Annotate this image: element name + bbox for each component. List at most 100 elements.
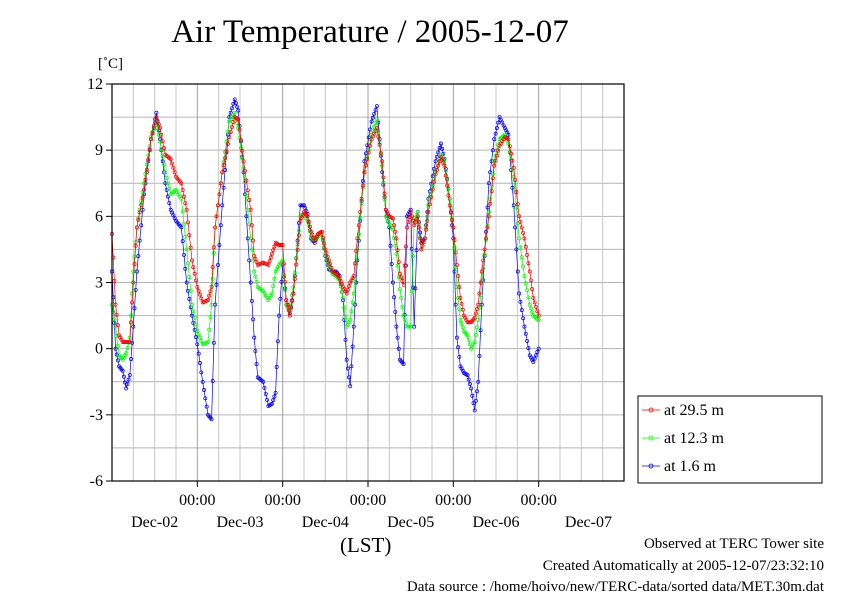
data-point bbox=[393, 229, 398, 234]
data-point bbox=[443, 168, 448, 173]
data-point bbox=[198, 335, 202, 340]
data-point bbox=[159, 132, 164, 137]
data-point bbox=[263, 391, 268, 396]
data-point bbox=[407, 324, 412, 329]
data-point bbox=[216, 262, 220, 267]
data-point bbox=[369, 119, 374, 124]
data-point bbox=[457, 354, 462, 359]
data-point bbox=[127, 373, 132, 378]
data-point bbox=[273, 269, 278, 274]
data-point bbox=[475, 325, 479, 330]
data-point bbox=[206, 340, 210, 345]
data-point bbox=[137, 238, 142, 243]
data-point bbox=[132, 306, 137, 311]
data-point bbox=[343, 315, 348, 320]
data-point bbox=[273, 390, 278, 395]
data-point bbox=[515, 202, 520, 207]
data-point bbox=[414, 248, 419, 253]
data-point bbox=[137, 210, 142, 215]
data-point bbox=[156, 132, 161, 137]
y-tick-label: -3 bbox=[90, 407, 103, 424]
data-point bbox=[183, 201, 188, 206]
data-point bbox=[522, 324, 527, 329]
data-point bbox=[114, 334, 119, 339]
data-point bbox=[200, 379, 205, 384]
data-point bbox=[536, 346, 541, 351]
data-point bbox=[129, 357, 133, 361]
data-point bbox=[297, 233, 301, 238]
data-point bbox=[155, 118, 160, 123]
data-point bbox=[526, 295, 531, 300]
legend-item: at 12.3 m bbox=[642, 430, 725, 447]
data-point bbox=[507, 144, 512, 149]
data-point bbox=[121, 374, 126, 379]
data-point bbox=[392, 295, 397, 300]
data-point bbox=[120, 368, 125, 373]
data-point bbox=[209, 417, 214, 422]
data-point bbox=[136, 217, 141, 222]
data-point bbox=[112, 279, 117, 283]
data-point bbox=[114, 352, 119, 357]
data-point bbox=[325, 254, 330, 259]
data-point bbox=[140, 195, 145, 200]
data-point bbox=[344, 291, 349, 296]
data-point bbox=[353, 261, 357, 266]
data-point bbox=[186, 261, 190, 266]
data-point bbox=[123, 340, 127, 345]
data-point bbox=[270, 291, 274, 296]
data-point bbox=[467, 342, 472, 347]
data-point bbox=[289, 306, 293, 311]
data-point bbox=[183, 234, 188, 239]
data-point bbox=[356, 232, 361, 236]
data-point bbox=[425, 218, 430, 223]
y-tick-label: 9 bbox=[95, 142, 103, 159]
data-point bbox=[466, 320, 471, 325]
data-point bbox=[358, 216, 363, 221]
data-point bbox=[149, 137, 154, 142]
data-point bbox=[454, 335, 459, 340]
data-point bbox=[228, 130, 233, 134]
data-point bbox=[326, 258, 331, 263]
data-point bbox=[328, 262, 333, 267]
data-point bbox=[457, 307, 462, 311]
data-point bbox=[244, 214, 249, 219]
data-point bbox=[536, 313, 541, 318]
data-point bbox=[485, 225, 490, 230]
data-point bbox=[481, 266, 486, 271]
data-point bbox=[209, 284, 214, 289]
data-point bbox=[232, 110, 237, 115]
data-point bbox=[405, 324, 410, 329]
data-point bbox=[413, 286, 418, 291]
data-point bbox=[294, 256, 299, 261]
data-point bbox=[158, 126, 162, 131]
data-point bbox=[445, 183, 450, 188]
data-point bbox=[521, 316, 526, 321]
data-point bbox=[403, 244, 408, 249]
data-point bbox=[194, 335, 198, 340]
data-point bbox=[345, 287, 350, 292]
data-point bbox=[405, 225, 410, 230]
data-point bbox=[294, 262, 299, 267]
data-point bbox=[351, 291, 356, 296]
x-tick-date-label: Dec-06 bbox=[472, 514, 519, 531]
data-point bbox=[162, 146, 166, 150]
data-point bbox=[530, 287, 535, 292]
data-point bbox=[465, 333, 470, 338]
data-point bbox=[132, 262, 137, 267]
data-point bbox=[131, 324, 136, 329]
data-point bbox=[344, 357, 349, 362]
data-point bbox=[153, 120, 158, 125]
footer-data-source: Data source : /home/hoivo/new/TERC-data/… bbox=[406, 579, 824, 595]
data-point bbox=[199, 338, 204, 343]
data-point bbox=[125, 340, 130, 345]
data-point bbox=[243, 168, 247, 173]
data-point bbox=[525, 252, 530, 257]
data-point bbox=[341, 295, 346, 300]
data-point bbox=[160, 154, 165, 159]
data-point bbox=[244, 194, 249, 198]
data-point bbox=[349, 364, 354, 369]
data-point bbox=[489, 189, 494, 193]
data-point bbox=[510, 158, 515, 163]
data-point bbox=[366, 135, 371, 140]
legend-box bbox=[637, 395, 823, 484]
